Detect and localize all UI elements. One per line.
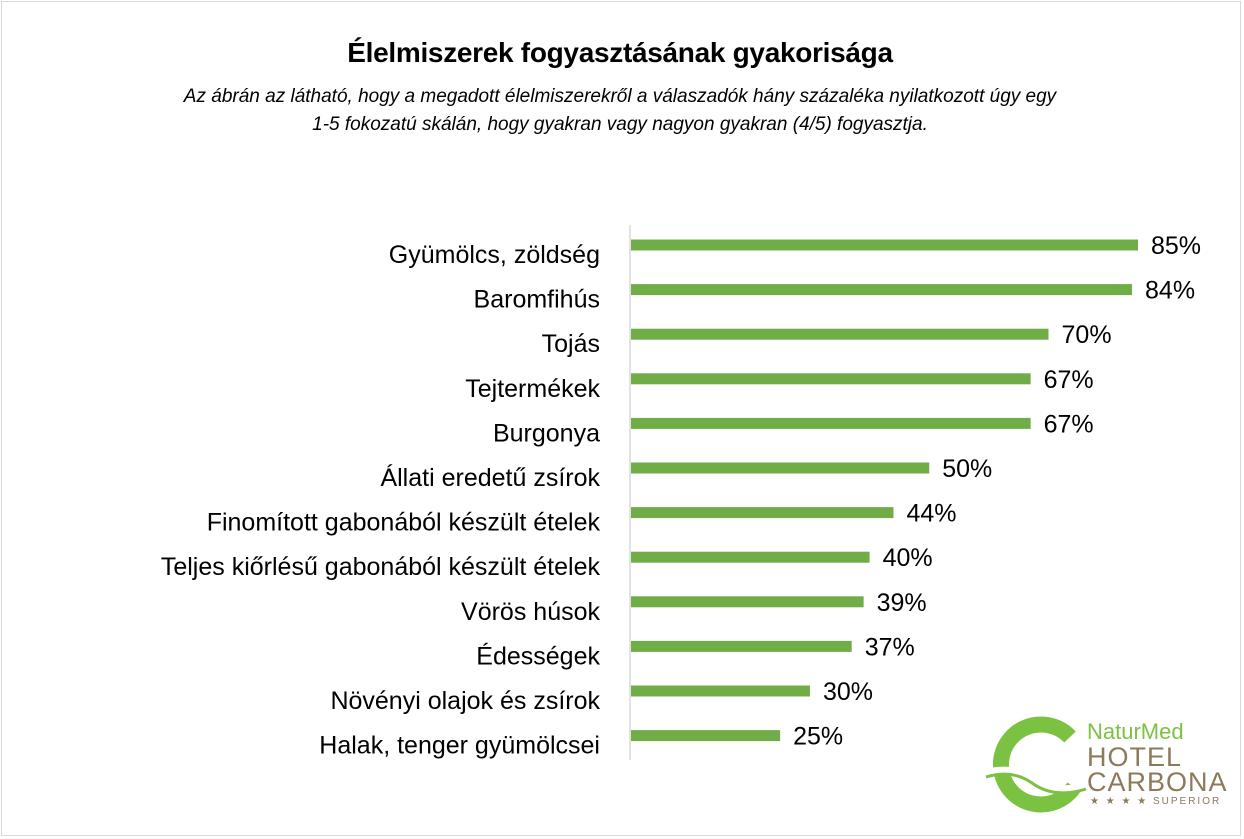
value-label: 67% (1044, 366, 1094, 394)
bar (631, 685, 810, 697)
bar (631, 730, 781, 742)
category-label: Tojás (542, 330, 600, 358)
logo-hotel: HOTEL (1087, 742, 1183, 772)
logo-carbona: CARBONA (1087, 767, 1228, 797)
bar (631, 507, 894, 519)
category-label: Növényi olajok és zsírok (330, 687, 600, 715)
bar (631, 596, 864, 608)
category-label: Teljes kiőrlésű gabonából készült ételek (161, 553, 601, 581)
value-label: 39% (877, 589, 927, 617)
subtitle-line-1: Az ábrán az látható, hogy a megadott éle… (183, 86, 1057, 107)
bar (631, 640, 852, 652)
value-label: 84% (1145, 277, 1195, 305)
value-label: 67% (1044, 410, 1094, 438)
value-label: 50% (942, 455, 992, 483)
value-label: 85% (1151, 232, 1201, 260)
category-label: Vörös húsok (461, 598, 600, 626)
value-label: 37% (865, 633, 915, 661)
logo-c-mark-icon (983, 716, 1088, 813)
chart-subtitle: Az ábrán az látható, hogy a megadott éle… (0, 83, 1240, 139)
value-label: 30% (823, 678, 873, 706)
category-label: Burgonya (493, 419, 600, 447)
category-label: Baromfihús (474, 286, 600, 314)
bar (631, 417, 1031, 429)
bar (631, 462, 930, 474)
value-labels: 85% 84% 70% 67% 67% 50% 44% 40% 39% 37% 30% 25% (793, 232, 1201, 751)
category-label: Édességek (476, 641, 600, 670)
category-label: Halak, tenger gyümölcsei (319, 732, 600, 760)
category-label: Finomított gabonából készült ételek (207, 509, 601, 537)
chart-title: Élelmiszerek fogyasztásának gyakorisága (347, 37, 893, 68)
bar (631, 373, 1031, 385)
hotel-logo: NaturMed HOTEL CARBONA ★ ★ ★ ★ SUPERIOR (982, 715, 1227, 815)
value-label: 44% (906, 500, 956, 528)
category-label: Állati eredetű zsírok (380, 463, 600, 492)
value-label: 25% (793, 723, 843, 751)
category-labels: Gyümölcs, zöldség Baromfihús Tojás Tejtermé… (161, 241, 601, 760)
value-label: 70% (1062, 321, 1112, 349)
logo-superior: ★ ★ ★ ★ SUPERIOR (1090, 796, 1222, 807)
category-label: Gyümölcs, zöldség (389, 241, 600, 269)
category-label: Tejtermékek (465, 375, 600, 403)
value-label: 40% (883, 544, 933, 572)
bar (631, 328, 1049, 340)
logo-naturmed: NaturMed (1087, 719, 1184, 744)
bar (631, 239, 1138, 251)
bar (631, 551, 870, 563)
bars-group (631, 239, 1138, 742)
subtitle-line-2: 1-5 fokozatú skálán, hogy gyakran vagy n… (312, 114, 928, 135)
bar (631, 284, 1133, 296)
